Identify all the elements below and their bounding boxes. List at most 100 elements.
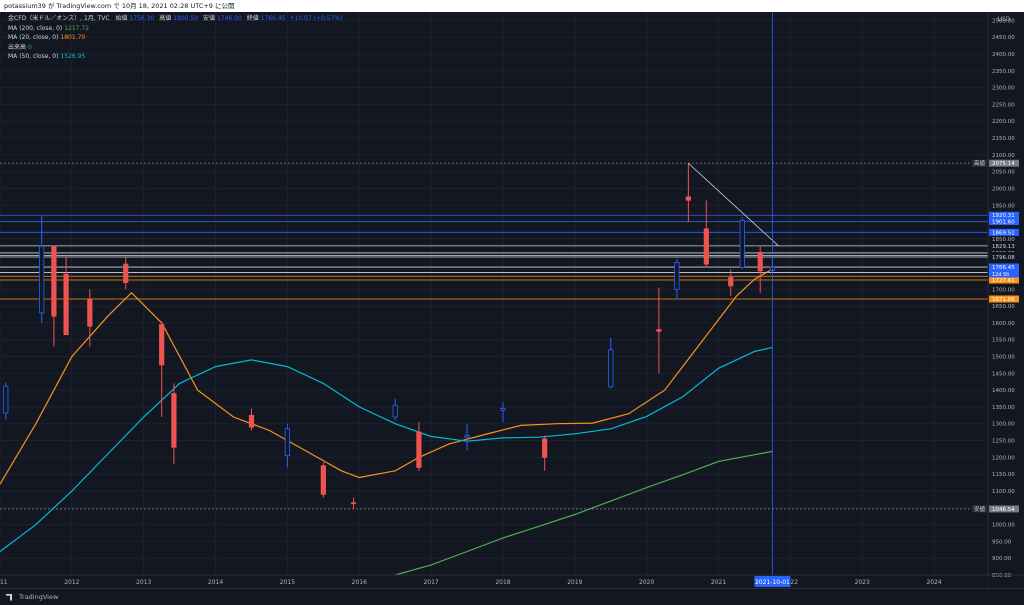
y-tick-label: 2150.00 — [992, 136, 1015, 142]
indicator-label: MA (200, close, 0) — [8, 24, 63, 32]
candle-body — [159, 324, 165, 366]
price-label-text: 1796.08 — [992, 255, 1015, 261]
candle-body — [728, 277, 734, 287]
ohlc-high-value: 1800.50 — [173, 15, 199, 22]
y-tick-label: 2450.00 — [992, 35, 1015, 41]
y-tick-label: 1950.00 — [992, 203, 1015, 209]
level-tag-text: 高値 — [974, 159, 986, 167]
y-tick-label: 1650.00 — [992, 304, 1015, 310]
y-tick-label: 2300.00 — [992, 86, 1015, 92]
candle-body — [248, 414, 255, 428]
symbol-name: 金CFD（米ドル／オンス）, 1月, TVC — [8, 15, 110, 22]
price-label-text: 1920.31 — [992, 213, 1015, 219]
y-tick-label: 850.00 — [992, 573, 1012, 579]
publish-info-bar: potassium39 が TradingView.com で 10月 18, … — [0, 0, 1024, 12]
x-tick-label: 2022 — [783, 579, 798, 586]
y-tick-label: 1000.00 — [992, 523, 1015, 529]
y-tick-label: 2350.00 — [992, 69, 1015, 75]
candle-body — [350, 502, 357, 505]
legend-indicator-ma50[interactable]: MA (50, close, 0) 1526.95 — [8, 52, 342, 62]
candle-body — [656, 329, 662, 332]
countdown-text: 12d 5h — [992, 272, 1009, 278]
price-label-bg — [989, 211, 1019, 219]
level-tag-bg — [972, 159, 987, 167]
indicator-value: 0 — [28, 43, 32, 51]
price-label-text: 1829.13 — [992, 244, 1015, 250]
y-tick-label: 900.00 — [992, 556, 1012, 562]
candle-body — [739, 219, 745, 268]
candle-body — [674, 262, 680, 290]
indicator-label: 出来高 — [8, 43, 27, 51]
candle-body — [703, 228, 709, 265]
tradingview-logo-icon — [6, 593, 12, 601]
level-tag-bg — [972, 505, 987, 513]
legend-indicator-ma20[interactable]: MA (20, close, 0) 1801.70 — [8, 33, 342, 43]
candle-body — [87, 298, 93, 327]
moving-averages — [0, 268, 773, 576]
y-tick-label: 1150.00 — [992, 472, 1015, 478]
y-tick-label: 1700.00 — [992, 287, 1015, 293]
chart-legend: 金CFD（米ドル／オンス）, 1月, TVC 始値 1756.30 高値 1800.… — [8, 14, 342, 62]
x-tick-label: 2021 — [711, 579, 726, 586]
price-chart[interactable]: USD 850.00900.00950.001000.001050.001100… — [0, 12, 1024, 588]
x-axis-ticks: 2011 2012 2013 2014 2015 2016 2017 2018 2019 2020… — [0, 576, 942, 587]
legend-indicator-volume[interactable]: 出来高 0 — [8, 43, 342, 53]
y-tick-label: 1400.00 — [992, 388, 1015, 394]
y-tick-label: 1600.00 — [992, 321, 1015, 327]
chart-background — [0, 12, 1024, 588]
price-label-text: 1901.60 — [992, 220, 1015, 226]
x-tick-label: 2020 — [639, 579, 654, 586]
price-label-bg — [989, 295, 1019, 303]
x-tick-label: 2015 — [280, 579, 295, 586]
currency-label: USD — [998, 16, 1011, 23]
candle-body — [171, 393, 177, 448]
ohlc-low-value: 1746.00 — [216, 15, 242, 22]
ma-line — [0, 268, 773, 485]
candle-body — [500, 408, 506, 411]
level-tag-text: 安値 — [974, 505, 986, 513]
legend-indicator-ma200[interactable]: MA (200, close, 0) 1217.72 — [8, 24, 342, 34]
current-date-badge — [754, 576, 791, 587]
candle-body — [51, 245, 57, 317]
y-tick-label: 2250.00 — [992, 102, 1015, 108]
candle-body — [123, 263, 129, 283]
x-tick-label: 2013 — [136, 579, 151, 586]
price-label-bg — [989, 218, 1019, 226]
candle-body — [464, 435, 470, 438]
price-label-bg — [989, 276, 1019, 284]
price-label-text: 2075.14 — [992, 161, 1015, 167]
candle-body — [542, 438, 548, 458]
indicator-value: 1801.70 — [60, 34, 86, 41]
x-tick-label: 2017 — [423, 579, 438, 586]
ohlc-close-label: 終値 — [246, 15, 259, 22]
candle-body — [608, 349, 614, 388]
time-axis[interactable] — [0, 575, 988, 588]
candle-body — [284, 428, 291, 457]
y-tick-label: 950.00 — [992, 539, 1012, 545]
price-label-text: 1869.51 — [992, 230, 1015, 236]
grid-lines — [0, 12, 988, 576]
y-tick-label: 1500.00 — [992, 355, 1015, 361]
price-label-bg — [989, 253, 1019, 261]
y-tick-label: 2500.00 — [992, 18, 1015, 24]
y-tick-label: 1850.00 — [992, 237, 1015, 243]
ohlc-change-value: +10.07 (+0.57%) — [289, 15, 343, 22]
current-price-badge — [989, 263, 1019, 278]
candle-body — [320, 465, 326, 495]
y-tick-label: 1450.00 — [992, 371, 1015, 377]
price-label-bg — [989, 159, 1019, 167]
candle-body — [3, 385, 9, 414]
price-label-text: 1727.61 — [992, 278, 1015, 284]
y-tick-label: 1300.00 — [992, 422, 1015, 428]
y-tick-label: 1550.00 — [992, 338, 1015, 344]
indicator-label: MA (20, close, 0) — [8, 34, 59, 41]
y-tick-label: 1250.00 — [992, 439, 1015, 445]
price-label-bg — [989, 242, 1019, 250]
candles — [3, 163, 776, 510]
trend-line — [688, 162, 779, 246]
indicator-label: MA (50, close, 0) — [8, 53, 59, 60]
y-tick-label: 2050.00 — [992, 170, 1015, 176]
legend-symbol-row[interactable]: 金CFD（米ドル／オンス）, 1月, TVC 始値 1756.30 高値 1800.… — [8, 14, 342, 24]
current-date-text: 2021-10-01 — [755, 579, 790, 586]
y-tick-label: 1350.00 — [992, 405, 1015, 411]
